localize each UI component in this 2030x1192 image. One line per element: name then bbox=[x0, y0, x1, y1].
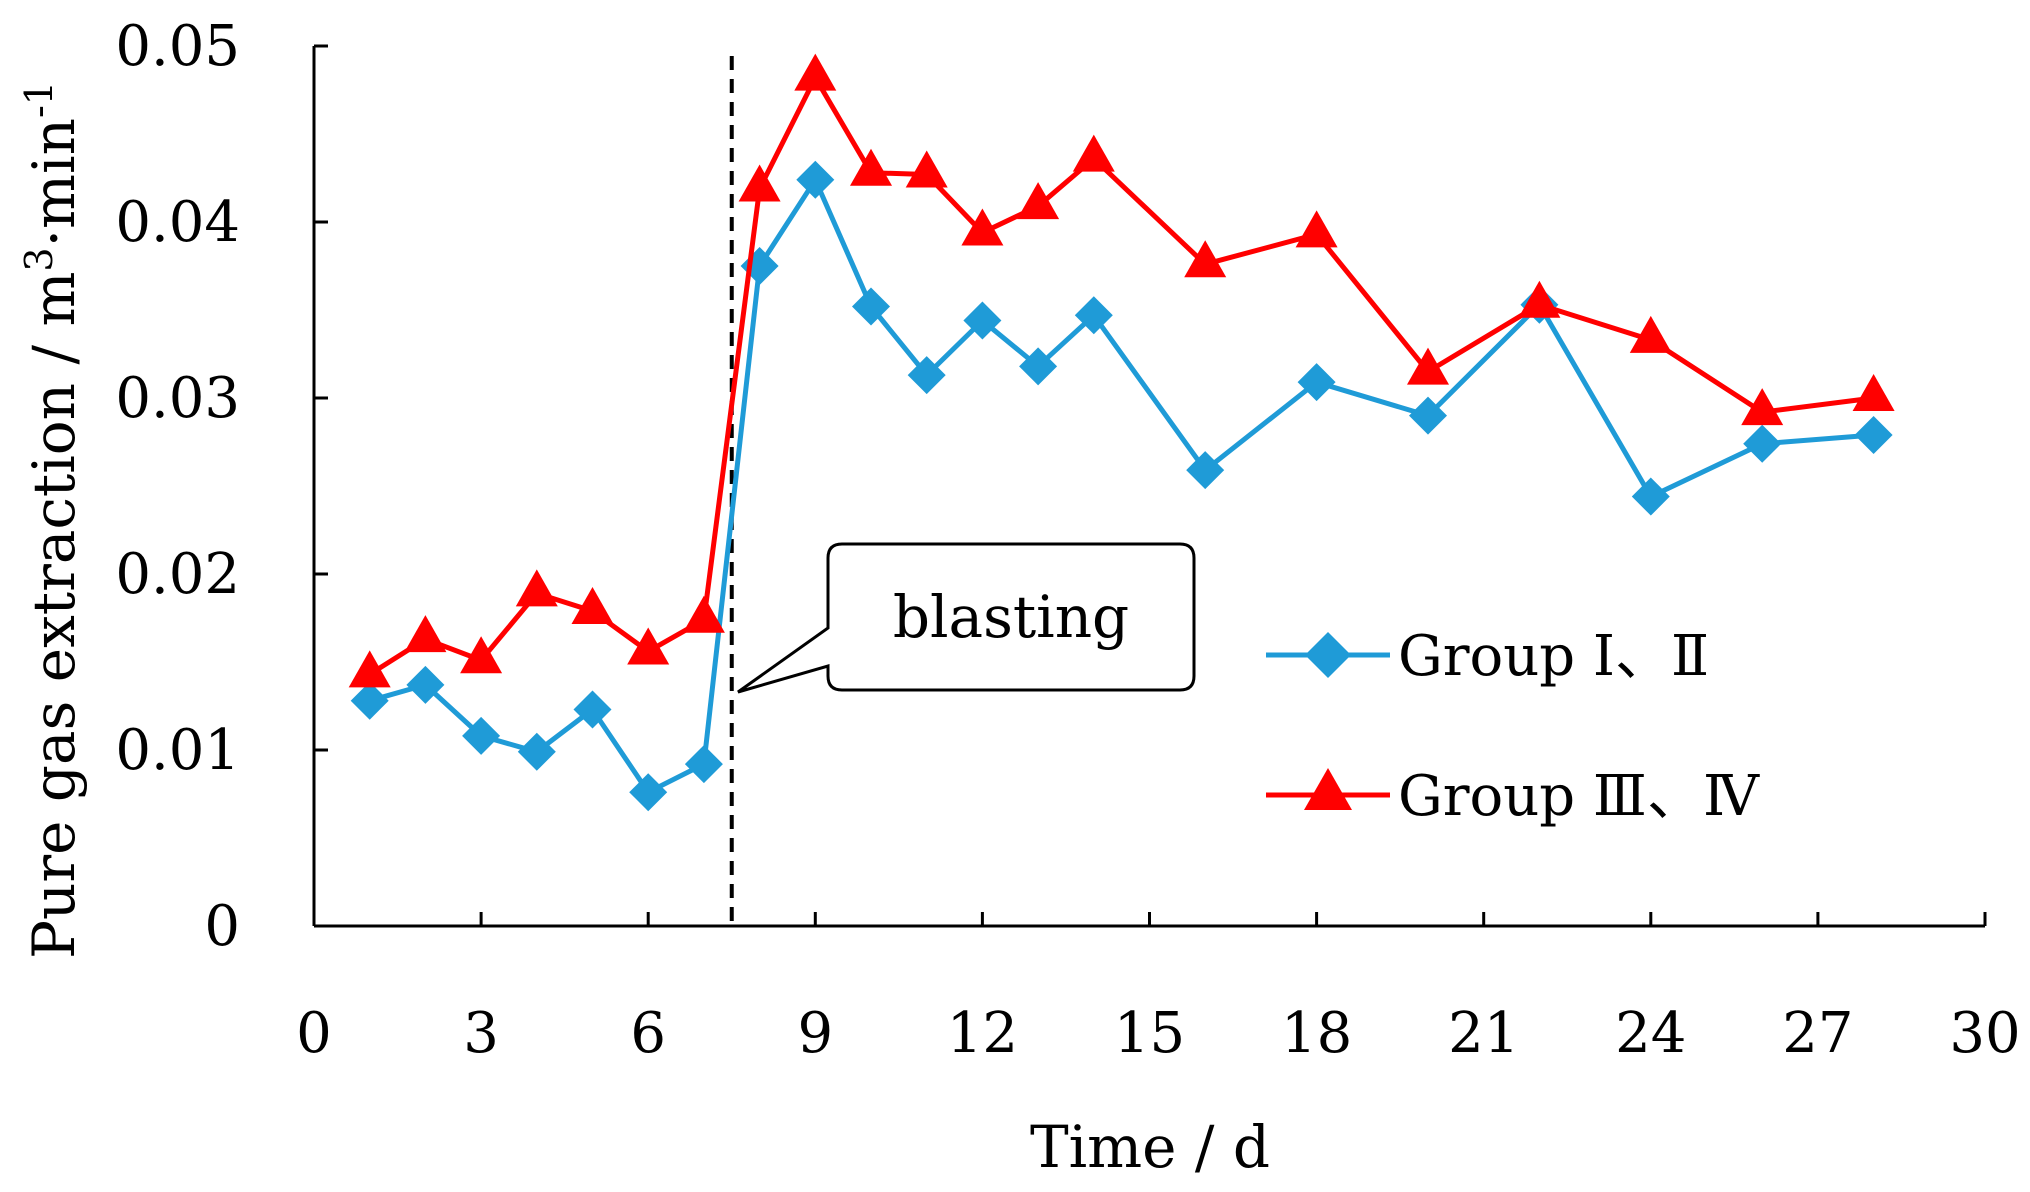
y-axis-title-mid: ·min bbox=[20, 118, 88, 247]
x-tick-label: 27 bbox=[1782, 1001, 1853, 1066]
data-point-triangle bbox=[1295, 210, 1338, 248]
legend-item-2: Group Ⅲ、Ⅳ bbox=[1266, 764, 1760, 829]
data-point-triangle bbox=[1629, 315, 1672, 353]
y-axis-title-main: Pure gas extraction / m bbox=[20, 272, 88, 959]
data-point-diamond bbox=[1854, 415, 1893, 454]
x-tick-label: 12 bbox=[947, 1001, 1018, 1066]
blasting-label: blasting bbox=[893, 583, 1129, 651]
data-point-triangle bbox=[571, 586, 614, 624]
data-point-diamond bbox=[517, 732, 556, 771]
x-tick-label: 30 bbox=[1949, 1001, 2020, 1066]
x-axis-title: Time / d bbox=[1030, 1113, 1270, 1181]
series-1 bbox=[350, 160, 1893, 812]
data-point-diamond bbox=[573, 690, 612, 729]
data-point-triangle bbox=[627, 627, 670, 665]
legend: Group Ⅰ、Ⅱ Group Ⅲ、Ⅳ bbox=[1266, 624, 1760, 829]
data-point-triangle bbox=[1518, 280, 1561, 318]
x-tick-label: 15 bbox=[1114, 1001, 1185, 1066]
x-tick-label: 6 bbox=[630, 1001, 666, 1066]
y-axis-title-sup2: -1 bbox=[17, 81, 61, 118]
y-axis-title: Pure gas extraction / m3·min-1 bbox=[17, 81, 88, 959]
data-point-triangle bbox=[1852, 374, 1895, 411]
data-point-diamond bbox=[1297, 363, 1336, 402]
data-point-diamond bbox=[1019, 347, 1058, 386]
data-point-diamond bbox=[462, 716, 501, 755]
y-tick-label: 0.05 bbox=[115, 14, 240, 79]
data-point-triangle bbox=[460, 636, 503, 674]
series-layer bbox=[348, 53, 1895, 812]
x-tick-label: 24 bbox=[1615, 1001, 1686, 1066]
x-tick-label: 21 bbox=[1448, 1001, 1519, 1066]
data-point-triangle bbox=[1407, 347, 1449, 385]
legend-triangle-marker bbox=[1304, 768, 1352, 810]
legend-label: Group Ⅲ、Ⅳ bbox=[1398, 764, 1760, 829]
data-point-diamond bbox=[852, 287, 890, 326]
data-point-triangle bbox=[961, 208, 1004, 246]
data-point-triangle bbox=[905, 150, 948, 188]
data-point-triangle bbox=[1017, 182, 1060, 220]
data-point-diamond bbox=[907, 356, 946, 395]
legend-label: Group Ⅰ、Ⅱ bbox=[1398, 624, 1709, 689]
x-tick-label: 9 bbox=[797, 1001, 833, 1066]
data-point-diamond bbox=[1409, 396, 1447, 435]
data-point-triangle bbox=[682, 595, 725, 633]
data-point-diamond bbox=[1743, 424, 1782, 463]
data-point-diamond bbox=[684, 745, 723, 784]
series-2 bbox=[348, 53, 1895, 688]
x-tick-label: 18 bbox=[1281, 1001, 1352, 1066]
data-point-triangle bbox=[794, 53, 837, 91]
data-point-triangle bbox=[1072, 134, 1115, 172]
data-point-diamond bbox=[1631, 477, 1670, 516]
data-point-diamond bbox=[963, 301, 1002, 340]
y-axis-ticks: 0 0.01 0.02 0.03 0.04 0.05 bbox=[115, 14, 328, 959]
data-point-triangle bbox=[515, 569, 558, 607]
y-tick-label: 0.04 bbox=[115, 190, 240, 255]
y-tick-label: 0.03 bbox=[115, 366, 240, 431]
data-point-triangle bbox=[1741, 388, 1784, 426]
x-axis-ticks: 0 3 6 9 12 15 18 21 24 27 30 bbox=[296, 912, 2021, 1066]
y-axis-title-sup1: 3 bbox=[17, 247, 61, 271]
data-point-diamond bbox=[350, 681, 389, 720]
data-point-diamond bbox=[796, 160, 835, 199]
legend-item-1: Group Ⅰ、Ⅱ bbox=[1266, 624, 1709, 689]
data-point-diamond bbox=[1186, 451, 1225, 490]
x-tick-label: 0 bbox=[296, 1001, 332, 1066]
blasting-annotation: blasting bbox=[729, 56, 1196, 926]
data-point-triangle bbox=[738, 164, 781, 202]
data-point-triangle bbox=[850, 148, 892, 186]
y-tick-label: 0.01 bbox=[115, 718, 240, 783]
data-point-triangle bbox=[1184, 240, 1227, 278]
legend-diamond-marker bbox=[1305, 632, 1351, 678]
data-point-diamond bbox=[1074, 296, 1113, 335]
data-point-diamond bbox=[629, 773, 668, 812]
blasting-callout-box bbox=[737, 542, 1196, 694]
data-point-triangle bbox=[348, 650, 391, 688]
data-point-triangle bbox=[404, 615, 447, 653]
y-tick-label: 0 bbox=[204, 894, 240, 959]
data-point-diamond bbox=[406, 665, 445, 704]
y-tick-label: 0.02 bbox=[115, 542, 240, 607]
x-tick-label: 3 bbox=[463, 1001, 499, 1066]
